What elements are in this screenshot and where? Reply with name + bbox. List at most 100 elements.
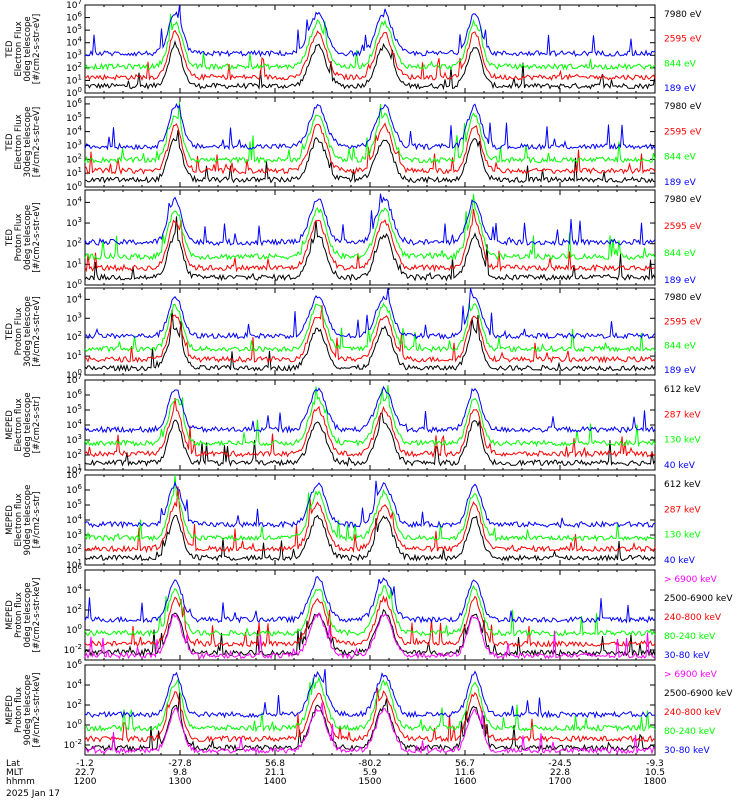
panel-5-ytick-label: 107 <box>66 373 82 386</box>
panel-3-ytick-label: 104 <box>66 195 82 208</box>
panel-4-series-black <box>84 309 656 373</box>
panel-3-series-black <box>84 216 656 282</box>
panel-6-ylabel-line-4: [#/cm2-s-str] <box>32 492 42 549</box>
panel-8-ytick-label: 10-2 <box>64 738 82 751</box>
panel-8-ylabel-line-4: [#/cm2-s-str-keV] <box>32 673 42 748</box>
panel-2-series-blue <box>84 103 656 151</box>
panel-7-ytick-label: 10-2 <box>64 643 82 656</box>
panel-7-legend-magenta: > 6900 keV <box>664 575 718 585</box>
panel-3-ytick-label: 103 <box>66 216 82 229</box>
panel-3-legend-black: 7980 eV <box>664 195 702 205</box>
footer-lat-0: -1.2 <box>76 759 94 769</box>
footer-lat-6: -9.3 <box>646 759 664 769</box>
panel-3-series-red <box>84 208 656 273</box>
panel-3-series-blue <box>84 193 656 247</box>
panel-4-series-red <box>84 305 656 364</box>
footer-lat-2: 56.8 <box>265 759 285 769</box>
panel-4-legend-green: 844 eV <box>664 342 697 352</box>
footer-mlt-6: 10.5 <box>645 768 665 778</box>
panel-5-legend-blue: 40 keV <box>664 461 696 471</box>
panel-4-series-green <box>84 302 656 354</box>
panel-5-legend-red: 287 keV <box>664 410 701 420</box>
panel-7-series-black <box>84 608 656 658</box>
panel-2-ytick-label: 101 <box>66 166 82 179</box>
footer-mlt-3: 5.9 <box>363 768 378 778</box>
panel-1-ytick-label: 101 <box>66 73 82 86</box>
panel-5-ylabel-line-1: MEPED <box>5 410 15 440</box>
panel-8-ytick-label: 100 <box>66 718 82 731</box>
panel-3-ytick-label: 101 <box>66 257 82 270</box>
panel-1-ylabel-line-3: 0deg telescope <box>23 16 33 81</box>
panel-5-ytick-label: 104 <box>66 418 82 431</box>
panel-1-series-green <box>84 13 656 71</box>
panel-1-ylabel-line-2: Electron Flux <box>14 21 24 76</box>
panel-8-series-magenta <box>84 702 655 755</box>
panel-4-legend-blue: 189 eV <box>664 366 697 376</box>
panel-2-ylabel-line-2: Electron Flux <box>14 114 24 169</box>
footer-lat-3: -80.2 <box>358 759 381 769</box>
panel-1-ytick-label: 102 <box>66 61 82 74</box>
footer-mlt-2: 21.1 <box>265 768 285 778</box>
footer-time-0: 1200 <box>74 777 97 787</box>
panel-1-series-red <box>84 29 656 82</box>
panel-8-ytick-label: 102 <box>66 698 82 711</box>
panel-7-series-magenta <box>84 612 656 660</box>
panel-6-series-black <box>84 514 656 562</box>
panel-2-legend-red: 2595 eV <box>664 127 702 137</box>
panel-8-series-green <box>84 676 656 733</box>
footer-mlt-4: 11.6 <box>455 768 475 778</box>
footer-lat-4: 56.7 <box>455 759 475 769</box>
panel-8-ylabel-line-1: MEPED <box>5 695 15 725</box>
panel-1-series-blue <box>84 4 656 58</box>
panel-4-ytick-label: 101 <box>66 349 82 362</box>
panel-7-legend-blue: 30-80 keV <box>664 651 710 661</box>
panel-5-ytick-label: 106 <box>66 388 82 401</box>
panel-1-series-black <box>84 39 656 91</box>
panel-2-legend-black: 7980 eV <box>664 102 702 112</box>
panel-6-ytick-label: 101 <box>66 558 82 571</box>
panel-2-ytick-label: 106 <box>66 97 82 110</box>
panel-8-series-blue <box>84 668 655 719</box>
footer-mlt-0: 22.7 <box>75 768 95 778</box>
panel-4-ylabel-line-1: TED <box>5 322 15 341</box>
panel-6-ytick-label: 103 <box>66 528 82 541</box>
panel-6-ytick-label: 106 <box>66 483 82 496</box>
panel-7-ytick-label: 102 <box>66 603 82 616</box>
panel-5-ylabel-line-2: Electron flux <box>14 398 24 451</box>
panel-2-series-red <box>84 122 656 176</box>
panel-4-legend-red: 2595 eV <box>664 317 702 327</box>
panel-8-series-black <box>84 692 656 752</box>
panel-8-ytick-label: 104 <box>66 678 82 691</box>
panel-8-legend-red: 240-800 keV <box>664 708 722 718</box>
panel-1-ytick-label: 105 <box>66 23 82 36</box>
panel-8-ylabel-line-2: Proton flux <box>14 687 24 733</box>
panel-7-legend-red: 240-800 keV <box>664 613 722 623</box>
panel-3-ytick-label: 102 <box>66 237 82 250</box>
panel-7-legend-green: 80-240 keV <box>664 632 716 642</box>
footer-row-label-hhmm: hhmm <box>6 777 35 787</box>
panel-6-legend-blue: 40 keV <box>664 556 696 566</box>
panel-1-ytick-label: 104 <box>66 36 82 49</box>
panel-3-ylabel-line-4: [#/cm2-s-str-eV] <box>32 202 42 272</box>
panel-3-legend-blue: 189 eV <box>664 276 697 286</box>
panel-5-ylabel-line-4: [#/cm2-s-str] <box>32 397 42 454</box>
panel-2-series-green <box>84 101 656 165</box>
panel-8-legend-blue: 30-80 keV <box>664 746 710 756</box>
footer-time-5: 1700 <box>549 777 572 787</box>
panel-6-ytick-label: 105 <box>66 498 82 511</box>
panel-5-frame <box>84 379 656 471</box>
panel-3-legend-red: 2595 eV <box>664 222 702 232</box>
panel-4-legend-black: 7980 eV <box>664 293 702 303</box>
panel-5-legend-black: 612 keV <box>664 385 701 395</box>
panel-3-series-green <box>84 193 656 261</box>
panel-5-series-blue <box>84 385 656 434</box>
panel-4-ylabel-line-4: [#/cm2-s-str-eV] <box>32 296 42 366</box>
panel-1-ytick-label: 103 <box>66 48 82 61</box>
panel-2-ytick-label: 103 <box>66 138 82 151</box>
panel-6-ytick-label: 104 <box>66 513 82 526</box>
footer-time-3: 1500 <box>359 777 382 787</box>
footer-mlt-1: 9.8 <box>173 768 188 778</box>
panel-2-ytick-label: 100 <box>66 180 82 193</box>
panel-2-ylabel-line-4: [#/cm2-s-str-eV] <box>32 107 42 177</box>
